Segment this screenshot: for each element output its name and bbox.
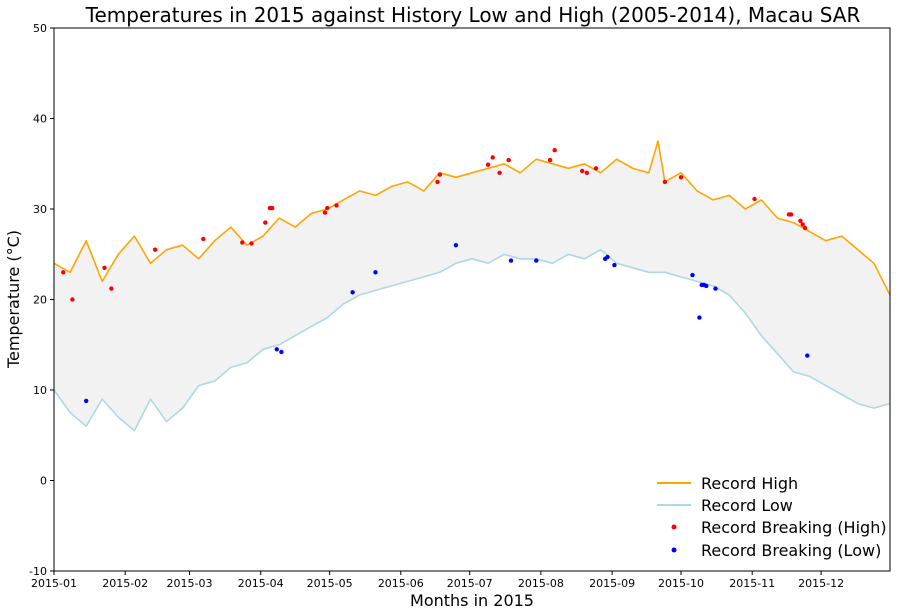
point-record-breaking-high [240, 240, 245, 245]
point-record-breaking-low [508, 258, 514, 263]
point-record-breaking-high [325, 205, 330, 211]
point-record-breaking-high [201, 236, 206, 242]
legend-item-record-breaking-high: Record Breaking (High) [671, 518, 887, 537]
x-tick-label: 2015-01 [31, 577, 77, 590]
y-tick-label: 30 [33, 203, 47, 216]
point-record-breaking-high [593, 166, 599, 171]
point-record-breaking-high [109, 286, 114, 291]
y-axis: -10 0 10 20 30 40 50 [29, 22, 54, 578]
point-record-breaking-low [690, 272, 695, 278]
point-record-breaking-low [605, 254, 610, 260]
point-record-breaking-low [612, 262, 617, 268]
point-record-breaking-high [662, 179, 668, 185]
point-record-breaking-low [697, 315, 702, 320]
x-tick-label: 2015-03 [167, 577, 213, 590]
x-tick-label: 2015-11 [729, 577, 775, 590]
point-record-breaking-low [274, 347, 279, 352]
x-tick-label: 2015-07 [447, 577, 493, 590]
legend-record-breaking-low-marker [671, 547, 677, 553]
range-band-fill [54, 141, 890, 431]
point-record-breaking-high [506, 157, 511, 163]
y-axis-title: Temperature (°C) [4, 230, 23, 369]
point-record-breaking-high [249, 241, 254, 246]
y-tick-label: 40 [33, 113, 47, 126]
point-record-breaking-low [534, 258, 539, 263]
chart-title: Temperatures in 2015 against History Low… [85, 3, 861, 27]
point-record-breaking-high [334, 203, 339, 208]
x-tick-label: 2015-10 [658, 577, 704, 590]
point-record-breaking-high [580, 168, 585, 174]
temperature-range-band [54, 141, 890, 431]
point-record-breaking-low [373, 270, 378, 275]
point-record-breaking-high [437, 172, 442, 177]
point-record-breaking-high [485, 162, 491, 167]
legend-item-record-low: Record Low [657, 496, 793, 515]
legend: Record High Record Low Record Breaking (… [657, 474, 887, 560]
point-record-breaking-low [279, 349, 284, 355]
y-tick-label: 20 [33, 294, 47, 307]
y-tick-label: 50 [33, 22, 47, 35]
x-axis-title: Months in 2015 [410, 591, 534, 610]
series-record-high-line [53, 140, 891, 296]
x-axis: 2015-01 2015-02 2015-03 2015-04 2015-05 2015-… [31, 571, 844, 590]
legend-record-breaking-low-label: Record Breaking (Low) [701, 541, 881, 560]
point-record-breaking-high [270, 205, 275, 211]
y-tick-label: 10 [33, 384, 47, 397]
point-record-breaking-low [84, 398, 89, 404]
point-record-breaking-high [678, 175, 684, 180]
point-record-breaking-high [61, 270, 66, 275]
point-record-breaking-low [805, 353, 810, 358]
y-tick-label: 0 [40, 475, 47, 488]
point-record-breaking-high [800, 222, 805, 227]
x-tick-label: 2015-02 [102, 577, 148, 590]
point-record-breaking-high [547, 157, 553, 163]
legend-item-record-breaking-low: Record Breaking (Low) [671, 541, 881, 560]
y-tick-label: -10 [29, 565, 47, 578]
legend-item-record-high: Record High [657, 474, 798, 493]
point-record-breaking-high [263, 220, 268, 225]
x-tick-label: 2015-09 [589, 577, 635, 590]
legend-record-breaking-high-label: Record Breaking (High) [701, 518, 887, 537]
points-layer [61, 148, 810, 404]
point-record-breaking-high [435, 179, 440, 185]
x-tick-label: 2015-08 [518, 577, 564, 590]
point-record-breaking-high [789, 212, 794, 217]
point-record-breaking-high [490, 155, 495, 160]
point-record-breaking-high [802, 225, 808, 231]
series-record-low-line [53, 248, 891, 432]
point-record-breaking-high [322, 210, 328, 215]
x-tick-label: 2015-04 [238, 577, 284, 590]
point-record-breaking-high [70, 297, 75, 302]
point-record-breaking-low [350, 290, 355, 295]
point-record-breaking-low [713, 286, 718, 291]
point-record-breaking-high [752, 196, 757, 202]
point-record-breaking-high [584, 170, 589, 175]
point-record-breaking-high [552, 148, 557, 153]
point-record-breaking-high [102, 265, 107, 270]
x-tick-label: 2015-06 [378, 577, 424, 590]
point-record-breaking-high [798, 218, 803, 223]
x-tick-label: 2015-05 [307, 577, 353, 590]
legend-record-high-label: Record High [701, 474, 798, 493]
point-record-breaking-high [152, 247, 158, 252]
series-layer [53, 140, 891, 432]
x-tick-label: 2015-12 [798, 577, 844, 590]
point-record-breaking-low [453, 243, 459, 248]
legend-record-breaking-high-marker [671, 524, 677, 530]
legend-record-low-label: Record Low [701, 496, 793, 515]
point-record-breaking-low [704, 283, 709, 289]
point-record-breaking-high [497, 170, 502, 175]
